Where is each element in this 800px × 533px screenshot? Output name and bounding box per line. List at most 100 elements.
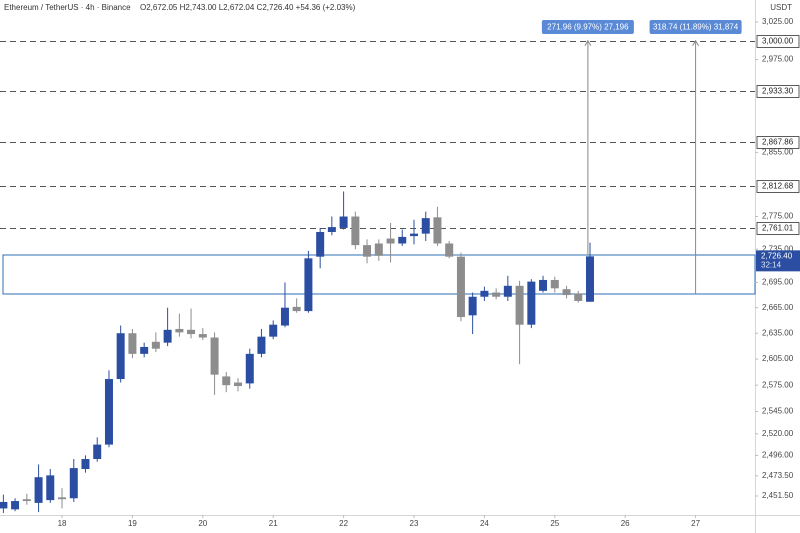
y-tick-label: 2,605.00 xyxy=(762,354,794,363)
candle-body xyxy=(11,501,20,510)
candle-body xyxy=(175,328,184,333)
x-tick-label: 18 xyxy=(58,519,67,528)
measure-arrowhead xyxy=(692,39,700,46)
candle-body xyxy=(480,290,489,297)
candle-body xyxy=(386,238,395,244)
y-tick-label: 2,695.00 xyxy=(762,278,794,287)
candle-body xyxy=(210,337,219,375)
measure-label: 271.96 (9.97%) 27,196 xyxy=(547,23,629,32)
price-unit: USDT xyxy=(770,3,792,12)
candle-body xyxy=(398,236,407,244)
level-label-box xyxy=(756,222,800,235)
candle-body xyxy=(410,233,419,237)
x-tick-label: 19 xyxy=(128,519,137,528)
candle-body xyxy=(503,285,512,297)
candle-body xyxy=(433,217,442,244)
candle-body xyxy=(351,216,360,246)
candle-body xyxy=(128,333,137,354)
last-price-label: 2,726.40 xyxy=(761,251,793,260)
x-tick-label: 22 xyxy=(339,519,348,528)
candle-body xyxy=(245,353,254,384)
y-tick-label: 2,473.50 xyxy=(762,471,794,480)
x-tick-label: 21 xyxy=(269,519,278,528)
y-tick-label: 2,451.50 xyxy=(762,491,794,500)
candle-body xyxy=(198,334,207,338)
candle-body xyxy=(316,232,325,257)
candle-body xyxy=(69,468,78,499)
y-tick-label: 2,855.00 xyxy=(762,148,794,157)
candle-body xyxy=(257,336,266,354)
y-tick-label: 2,775.00 xyxy=(762,212,794,221)
candle-body xyxy=(539,279,548,291)
level-label: 2,761.01 xyxy=(762,224,794,233)
measure-label-box xyxy=(649,20,742,34)
y-tick-label: 3,025.00 xyxy=(762,17,794,26)
candle-body xyxy=(187,329,196,335)
candle-body xyxy=(492,292,501,297)
y-tick-label: 2,496.00 xyxy=(762,451,794,460)
levels xyxy=(0,41,755,229)
y-tick-label: 2,635.00 xyxy=(762,328,794,337)
measure-label: 318.74 (11.89%) 31,874 xyxy=(653,23,739,32)
level-label: 2,933.30 xyxy=(762,87,794,96)
chart-title: Ethereum / TetherUS · 4h · Binance xyxy=(4,3,131,12)
level-label-box xyxy=(756,180,800,193)
candle-body xyxy=(46,475,55,501)
x-tick-label: 26 xyxy=(621,519,630,528)
x-tick-label: 27 xyxy=(691,519,700,528)
x-tick-label: 24 xyxy=(480,519,489,528)
x-tick-label: 23 xyxy=(410,519,419,528)
candle-body xyxy=(222,376,231,386)
candle-body xyxy=(280,307,289,326)
level-label: 2,867.86 xyxy=(762,138,794,147)
candles xyxy=(0,191,594,514)
level-label: 3,000.00 xyxy=(762,37,794,46)
candle-body xyxy=(22,499,31,502)
y-tick-label: 2,575.00 xyxy=(762,380,794,389)
candle-body xyxy=(93,444,102,460)
candle-body xyxy=(515,285,524,325)
candle-body xyxy=(234,382,243,387)
candle-body xyxy=(550,279,559,289)
candle-body xyxy=(327,227,336,233)
candle-body xyxy=(562,289,571,296)
x-tick-label: 25 xyxy=(550,519,559,528)
y-tick-label: 2,545.00 xyxy=(762,407,794,416)
candle-body xyxy=(445,243,454,257)
candle-body xyxy=(292,306,301,312)
candle-body xyxy=(456,256,465,318)
candle-body xyxy=(339,216,348,228)
overlays: 271.96 (9.97%) 27,196 318.74 (11.89%) 31,… xyxy=(541,20,742,294)
y-tick-label: 2,975.00 xyxy=(762,55,794,64)
candle-body xyxy=(140,346,149,354)
candle-body xyxy=(304,258,313,312)
candle-body xyxy=(34,477,43,503)
level-label-box xyxy=(756,35,800,48)
y-tick-label: 2,665.00 xyxy=(762,303,794,312)
candle-body xyxy=(269,324,278,337)
level-label-box xyxy=(756,85,800,98)
candle-body xyxy=(81,459,90,470)
candle-body xyxy=(363,245,372,257)
ohlc-readout: O2,672.05 H2,743.00 L2,672.04 C2,726.40 … xyxy=(140,3,356,12)
measure-label-box xyxy=(541,20,634,34)
candle-body xyxy=(58,497,67,500)
level-label-box xyxy=(756,136,800,149)
countdown-label: 32:14 xyxy=(761,260,782,269)
candle-body xyxy=(151,341,160,349)
y-tick-label: 2,520.00 xyxy=(762,429,794,438)
candle-body xyxy=(527,281,536,325)
candle-body xyxy=(0,501,8,509)
candle-body xyxy=(104,379,113,445)
candle-body xyxy=(374,243,383,256)
candle-body xyxy=(574,293,583,301)
candle-body xyxy=(421,218,430,234)
candle-body xyxy=(163,329,172,343)
candle-body xyxy=(116,333,125,380)
y-tick-label: 2,735.00 xyxy=(762,244,794,253)
candle-body xyxy=(468,296,477,316)
candle-body xyxy=(585,256,594,302)
